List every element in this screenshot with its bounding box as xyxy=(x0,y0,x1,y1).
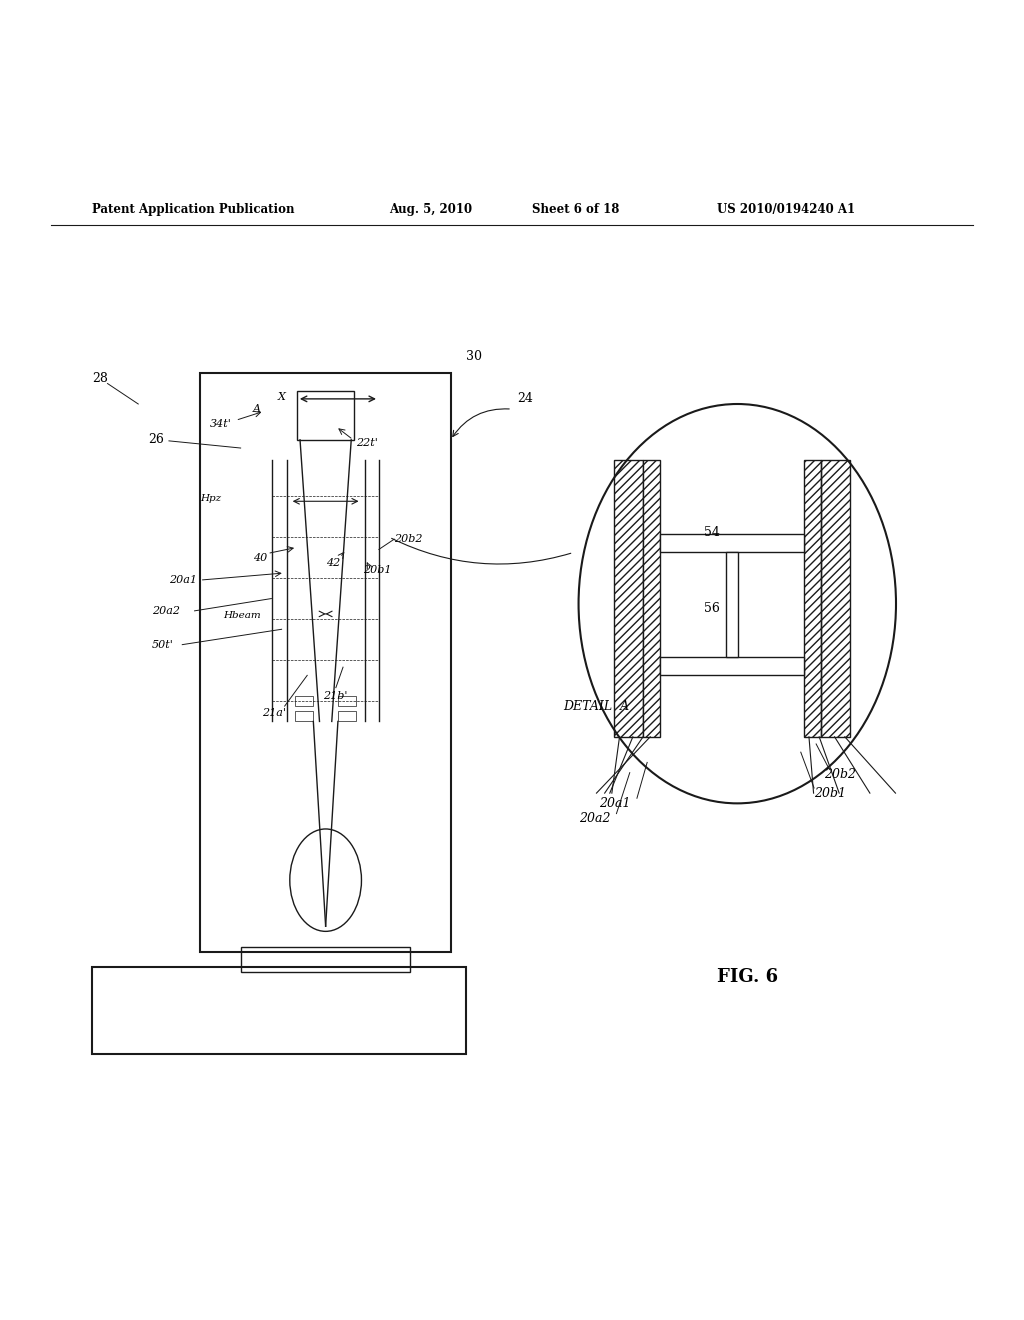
Text: 30: 30 xyxy=(466,350,482,363)
Bar xyxy=(660,657,804,676)
Text: 42: 42 xyxy=(326,558,340,568)
Text: 21a': 21a' xyxy=(262,709,286,718)
Ellipse shape xyxy=(579,404,896,804)
Text: 20a1: 20a1 xyxy=(599,797,631,810)
Text: 28: 28 xyxy=(92,372,109,385)
Bar xyxy=(338,711,356,722)
Text: 22t': 22t' xyxy=(356,438,378,447)
Text: 20a1: 20a1 xyxy=(169,576,197,585)
Text: 20b1: 20b1 xyxy=(364,565,392,576)
Bar xyxy=(295,696,313,706)
Text: 40: 40 xyxy=(253,553,267,562)
Text: A: A xyxy=(253,404,261,414)
Bar xyxy=(297,391,354,440)
Bar xyxy=(295,711,313,722)
Text: Hbeam: Hbeam xyxy=(223,611,261,620)
Text: Patent Application Publication: Patent Application Publication xyxy=(92,203,295,216)
Text: 34t': 34t' xyxy=(210,420,231,429)
Text: US 2010/0194240 A1: US 2010/0194240 A1 xyxy=(717,203,855,216)
Text: 26: 26 xyxy=(148,433,165,446)
Text: 54: 54 xyxy=(703,525,720,539)
Text: 20a2: 20a2 xyxy=(152,606,179,616)
Text: DETAIL  A: DETAIL A xyxy=(563,700,630,713)
Bar xyxy=(804,461,821,737)
Text: FIG. 6: FIG. 6 xyxy=(717,969,778,986)
Text: 50t': 50t' xyxy=(152,640,173,649)
Bar xyxy=(643,461,660,737)
Text: Aug. 5, 2010: Aug. 5, 2010 xyxy=(389,203,472,216)
Bar xyxy=(241,946,410,973)
Text: 24: 24 xyxy=(517,392,534,405)
Text: 21b': 21b' xyxy=(323,690,347,701)
Bar xyxy=(726,553,738,657)
Bar xyxy=(614,461,643,737)
Bar xyxy=(338,696,356,706)
Text: Hpz: Hpz xyxy=(200,494,221,503)
Text: 20b1: 20b1 xyxy=(814,787,846,800)
Text: 20b2: 20b2 xyxy=(394,535,423,544)
Text: 20b2: 20b2 xyxy=(824,768,856,781)
Text: 56: 56 xyxy=(703,602,720,615)
Bar xyxy=(92,968,466,1055)
Text: 20a2: 20a2 xyxy=(579,812,610,825)
Bar xyxy=(660,535,804,553)
Bar xyxy=(200,374,451,952)
Bar xyxy=(821,461,850,737)
Text: X: X xyxy=(278,392,286,401)
Text: Sheet 6 of 18: Sheet 6 of 18 xyxy=(532,203,620,216)
